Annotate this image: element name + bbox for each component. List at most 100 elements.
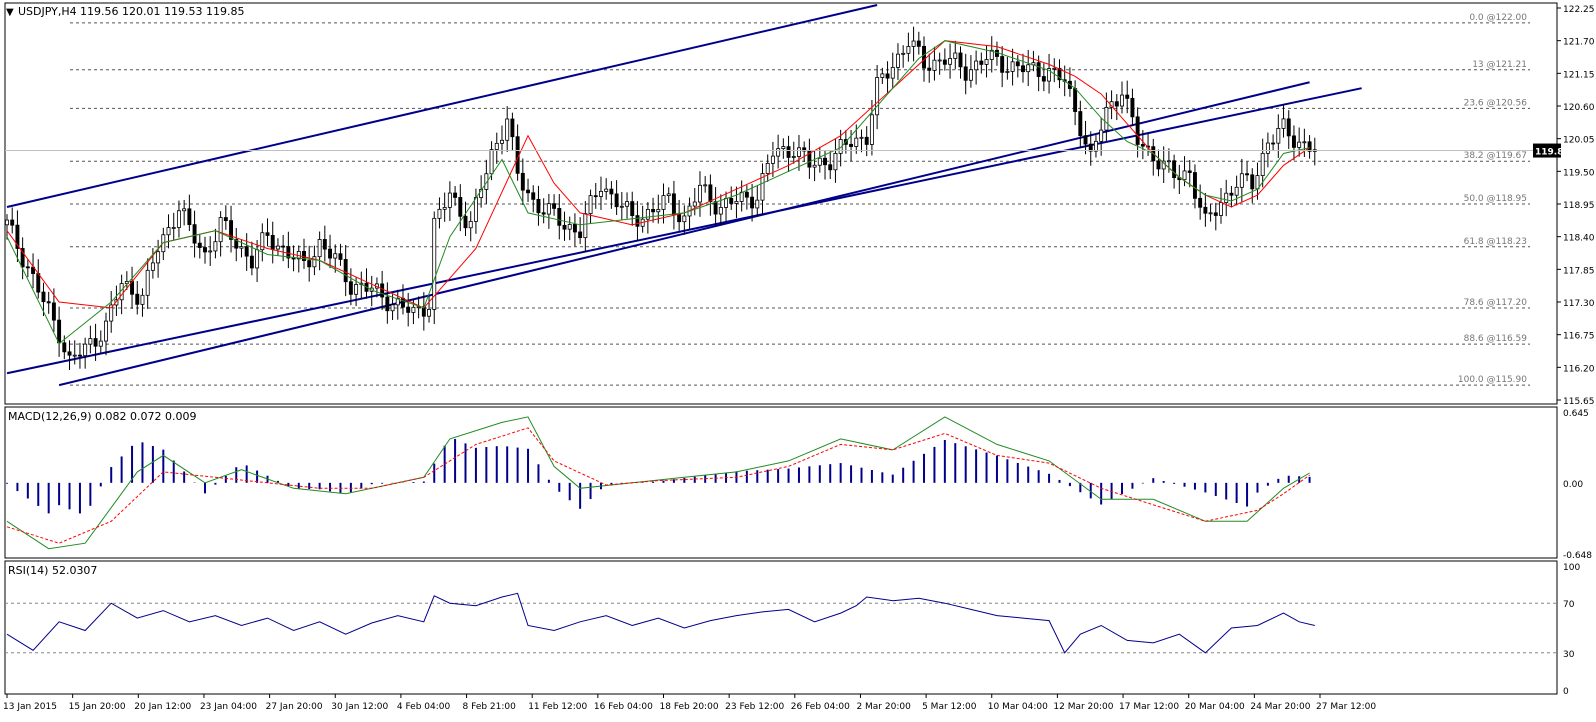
rsi-tick-label: 0: [1563, 687, 1569, 697]
price-tick-label: 116.20: [1563, 364, 1595, 374]
candle-body: [416, 306, 421, 309]
candle-body: [567, 224, 572, 230]
candle-body: [281, 245, 286, 248]
candle-body: [401, 297, 405, 308]
candle-body: [88, 338, 93, 345]
candle-body: [437, 208, 442, 219]
candle-body: [51, 302, 56, 321]
candle-body: [213, 241, 218, 252]
candle-body: [1234, 186, 1239, 196]
candle-body: [974, 60, 979, 71]
candle-body: [1047, 68, 1052, 82]
time-tick-label: 17 Mar 12:00: [1119, 702, 1179, 712]
candle-body: [562, 224, 567, 230]
candle-body: [473, 197, 478, 222]
candle-body: [531, 192, 536, 200]
candle-body: [1125, 94, 1130, 99]
candle-body: [208, 250, 213, 253]
candle-body: [203, 247, 207, 253]
candle-body: [1021, 65, 1025, 73]
collapse-arrow-icon[interactable]: ▼: [6, 7, 14, 18]
time-tick-label: 23 Feb 12:00: [725, 702, 784, 712]
candle-body: [984, 59, 989, 65]
candle-body: [922, 45, 926, 69]
candle-body: [1229, 192, 1234, 196]
candle-body: [546, 203, 551, 215]
time-tick-label: 24 Mar 20:00: [1250, 702, 1310, 712]
candle-body: [869, 114, 874, 145]
candle-body: [62, 342, 67, 353]
candle-body: [520, 172, 525, 191]
candle-body: [432, 217, 437, 310]
candle-body: [380, 283, 385, 298]
candle-body: [244, 246, 249, 257]
fib-level-label: 61.8 @118.23: [1464, 237, 1527, 247]
candle-body: [708, 184, 713, 203]
candle-body: [599, 190, 603, 197]
candle-body: [343, 259, 348, 283]
candle-body: [526, 189, 530, 194]
candle-body: [1000, 56, 1005, 73]
time-axis: 13 Jan 2015 15 Jan 20:00 20 Jan 12:00 23 Ja…: [3, 694, 1376, 712]
candle-body: [1015, 61, 1020, 67]
candle-body: [734, 201, 739, 204]
candle-body: [1120, 94, 1124, 107]
price-tick-label: 116.75: [1563, 332, 1595, 342]
candle-body: [1255, 175, 1260, 190]
candle-body: [609, 188, 614, 195]
candle-body: [1057, 67, 1062, 81]
fibonacci-levels: 0.0 @122.00 13 @121.21 23.6 @120.56 38.2 @1…: [70, 13, 1530, 386]
candle-body: [890, 67, 895, 79]
candle-body: [645, 208, 650, 220]
price-tick-label: 117.30: [1563, 299, 1595, 309]
candle-body: [932, 59, 937, 71]
candle-body: [36, 273, 41, 293]
macd-label: MACD(12,26,9) 0.082 0.072 0.009: [8, 410, 197, 423]
candle-body: [1026, 64, 1031, 73]
candle-body: [765, 163, 770, 174]
candle-body: [156, 251, 161, 264]
candle-body: [875, 77, 880, 116]
candle-body: [901, 52, 906, 55]
candle-body: [1005, 71, 1010, 73]
candle-body: [1224, 192, 1229, 203]
macd-line: [6, 416, 1310, 550]
candle-body: [776, 148, 781, 157]
rsi-indicator: 100 70 30 0: [5, 563, 1580, 697]
candle-body: [442, 206, 447, 210]
symbol-label: USDJPY,H4: [18, 5, 77, 18]
candle-body: [46, 301, 51, 304]
channel-upper-line: [6, 4, 878, 208]
candle-body: [1073, 88, 1078, 112]
rsi-tick-label: 30: [1563, 650, 1575, 660]
candle-body: [494, 142, 499, 150]
candle-body: [171, 227, 176, 229]
candle-body: [468, 220, 473, 229]
candle-body: [338, 253, 343, 260]
candle-body: [692, 201, 697, 207]
price-tick-label: 120.05: [1563, 136, 1595, 146]
time-tick-label: 5 Mar 12:00: [922, 702, 977, 712]
candle-body: [619, 205, 624, 208]
candle-body: [989, 49, 994, 60]
candle-body: [750, 196, 755, 209]
candle-body: [322, 239, 327, 250]
moving-averages: [6, 40, 1310, 345]
fib-level-label: 78.6 @117.20: [1464, 298, 1528, 308]
candle-body: [109, 304, 114, 322]
candle-body: [10, 219, 15, 226]
candle-body: [275, 245, 280, 250]
candle-body: [729, 198, 734, 204]
time-tick-label: 27 Mar 12:00: [1316, 702, 1376, 712]
candle-body: [135, 293, 140, 305]
price-tick-label: 118.40: [1563, 234, 1595, 244]
candle-body: [656, 209, 661, 213]
candle-body: [823, 157, 827, 166]
candle-body: [1213, 212, 1218, 216]
candle-body: [583, 213, 588, 239]
candle-body: [1140, 144, 1145, 147]
candle-body: [114, 299, 119, 306]
candle-body: [1307, 141, 1312, 152]
candle-body: [489, 149, 494, 175]
candle-body: [239, 246, 244, 249]
